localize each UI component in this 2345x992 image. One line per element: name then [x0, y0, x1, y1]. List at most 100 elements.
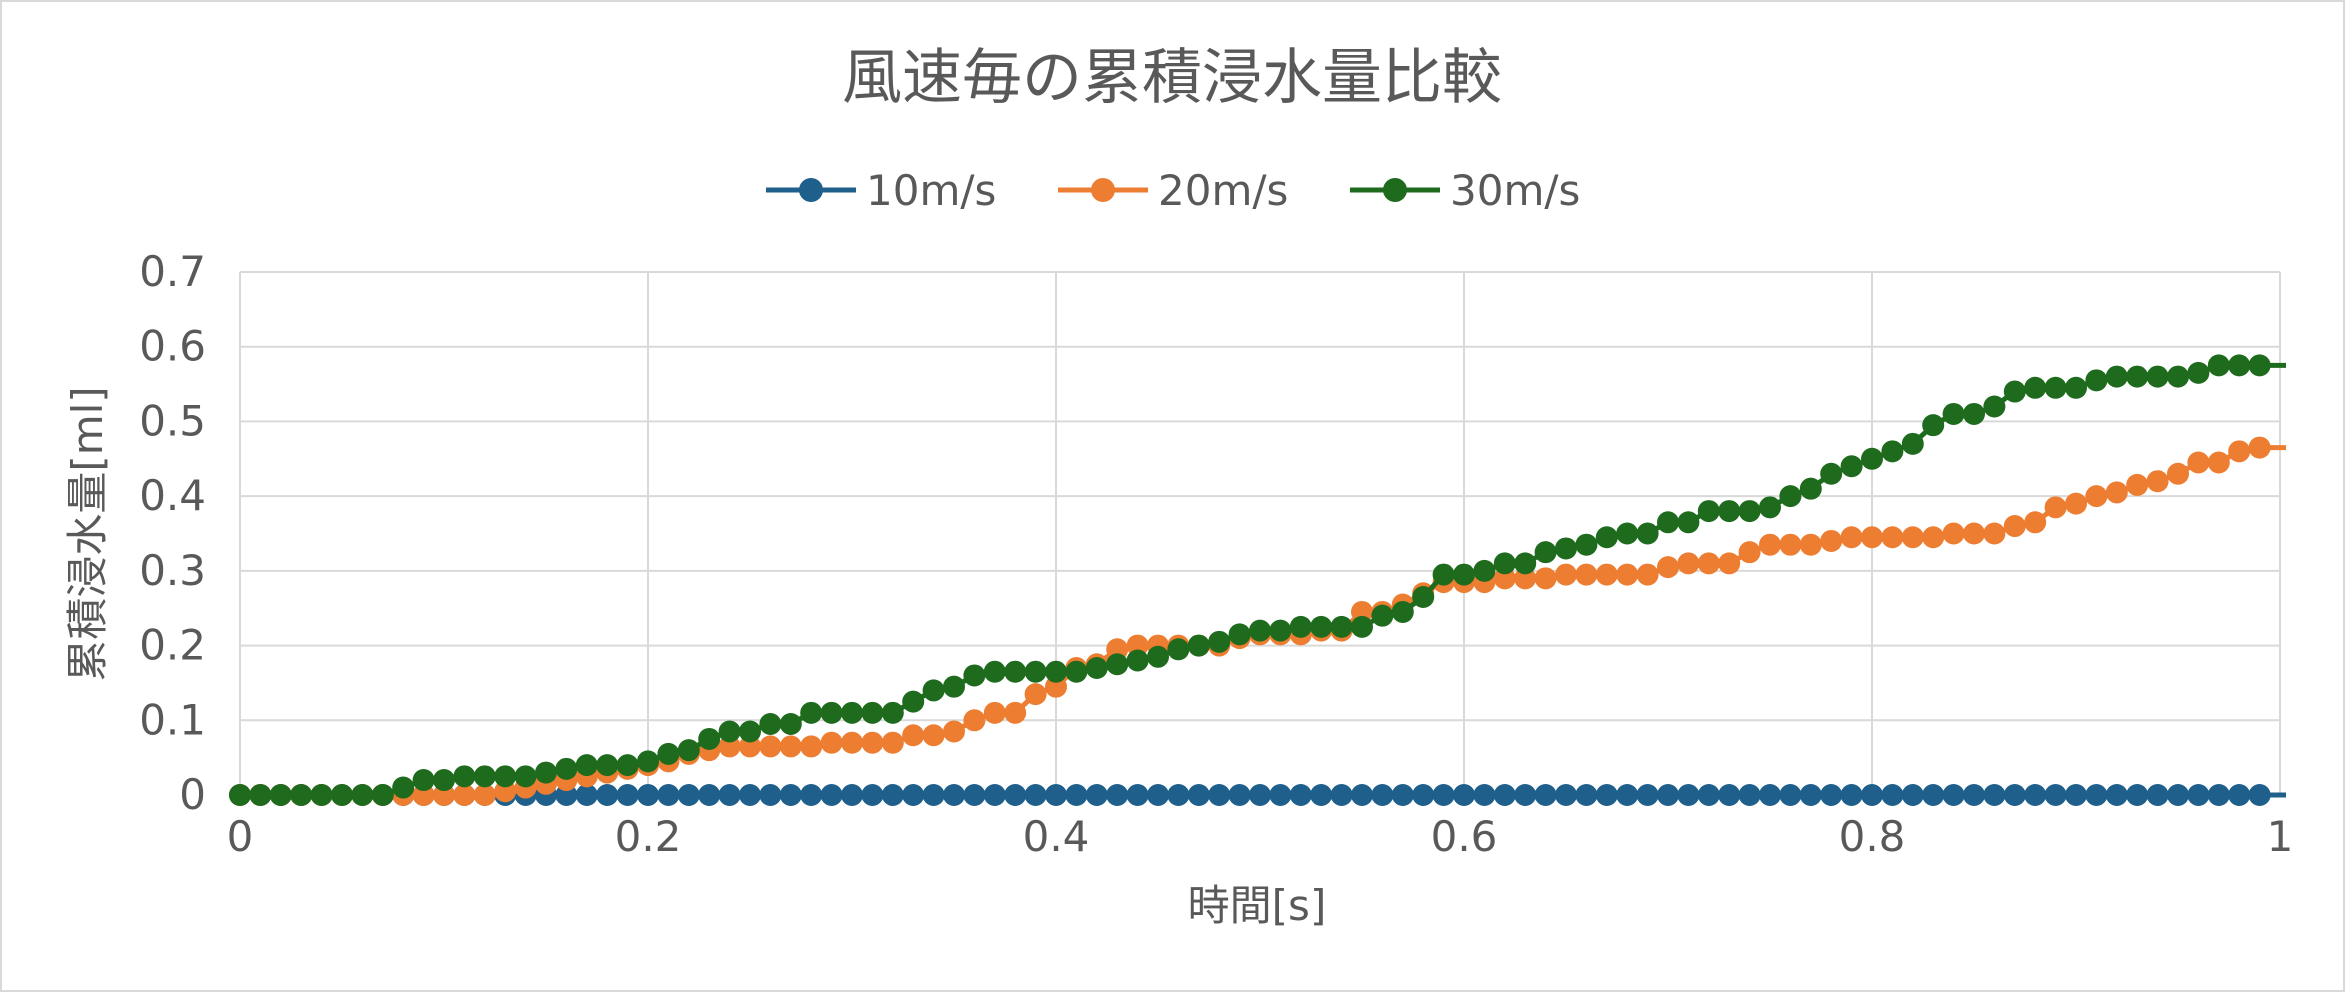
data-point: [1514, 784, 1537, 806]
data-point: [1473, 784, 1496, 806]
data-point: [1330, 615, 1353, 638]
x-tick-label: 0.8: [1839, 812, 1906, 861]
data-point: [1126, 784, 1149, 806]
data-point: [1065, 660, 1088, 683]
data-point: [1351, 615, 1373, 638]
data-point: [1045, 660, 1067, 683]
data-point: [1983, 784, 2006, 806]
y-tick-label: 0.3: [139, 546, 206, 595]
data-point: [412, 769, 435, 792]
data-point: [1901, 432, 1924, 455]
data-point: [963, 709, 986, 732]
data-point: [1738, 541, 1761, 564]
data-point: [1881, 784, 1904, 806]
data-point: [739, 720, 761, 743]
data-point: [1534, 541, 1557, 564]
data-point: [779, 713, 802, 736]
legend-label: 20m/s: [1158, 166, 1288, 215]
data-point: [2024, 376, 2047, 399]
data-point: [453, 784, 476, 806]
data-point: [616, 784, 639, 806]
data-point: [2044, 784, 2067, 806]
data-point: [1330, 784, 1353, 806]
data-point: [739, 784, 761, 806]
data-point: [1391, 600, 1414, 623]
data-point: [657, 784, 680, 806]
data-point: [1759, 533, 1781, 556]
data-point: [1677, 552, 1700, 575]
data-point: [1228, 623, 1251, 646]
legend-marker: [799, 178, 823, 202]
data-point: [1167, 784, 1190, 806]
data-point: [1779, 784, 1802, 806]
data-point: [800, 735, 823, 758]
data-point: [1065, 784, 1088, 806]
data-point: [1412, 784, 1435, 806]
data-point: [779, 784, 802, 806]
data-point: [1799, 477, 1822, 500]
data-point: [2085, 485, 2108, 508]
data-point: [881, 784, 904, 806]
y-axis-title: 累積浸水量[ml]: [63, 386, 112, 681]
data-point: [1289, 615, 1312, 638]
data-point: [677, 784, 700, 806]
data-point: [1718, 784, 1741, 806]
data-point: [1881, 440, 1904, 463]
data-point: [2248, 436, 2271, 459]
data-point: [2146, 784, 2169, 806]
data-point: [820, 731, 843, 754]
y-tick-label: 0.1: [139, 695, 206, 744]
series-layer: [229, 354, 2286, 806]
legend-label: 30m/s: [1450, 166, 1580, 215]
data-point: [2207, 451, 2230, 474]
data-point: [698, 784, 721, 806]
data-point: [1045, 784, 1067, 806]
data-point: [637, 750, 659, 773]
y-tick-label: 0.7: [139, 247, 206, 296]
data-point: [555, 757, 578, 780]
data-point: [2126, 473, 2149, 496]
data-point: [1453, 784, 1475, 806]
data-point: [759, 735, 782, 758]
legend: 10m/s 20m/s 30m/s: [766, 166, 1580, 215]
data-point: [1269, 619, 1292, 642]
data-point: [657, 742, 680, 765]
data-point: [718, 784, 741, 806]
data-point: [1187, 784, 1210, 806]
y-tick-label: 0.2: [139, 621, 206, 670]
y-tick-label: 0.5: [139, 396, 206, 445]
data-point: [2105, 365, 2128, 388]
data-point: [2065, 376, 2087, 399]
data-point: [1024, 784, 1047, 806]
data-point: [2187, 361, 2210, 384]
data-point: [2003, 515, 2026, 538]
data-point: [759, 784, 782, 806]
data-point: [1514, 552, 1537, 575]
data-point: [1004, 701, 1027, 724]
data-point: [2085, 784, 2108, 806]
data-point: [963, 784, 986, 806]
data-point: [820, 701, 843, 724]
data-point: [698, 727, 721, 750]
data-point: [2167, 462, 2189, 485]
y-tick-label: 0.4: [139, 471, 206, 520]
data-point: [1249, 784, 1271, 806]
y-axis-ticks: 0 0.1 0.2 0.3 0.4 0.5 0.6 0.7: [139, 247, 206, 819]
data-point: [1147, 645, 1169, 668]
data-point: [1942, 522, 1965, 545]
data-point: [1004, 660, 1027, 683]
data-point: [1310, 784, 1333, 806]
x-tick-label: 0.2: [615, 812, 682, 861]
data-point: [881, 731, 904, 754]
data-point: [1901, 784, 1924, 806]
data-point: [1453, 563, 1475, 586]
data-point: [1657, 784, 1679, 806]
data-point: [922, 784, 945, 806]
data-point: [943, 675, 965, 698]
data-point: [2146, 365, 2169, 388]
data-point: [249, 784, 272, 806]
data-point: [800, 701, 823, 724]
data-point: [1820, 462, 1843, 485]
data-point: [1391, 784, 1414, 806]
